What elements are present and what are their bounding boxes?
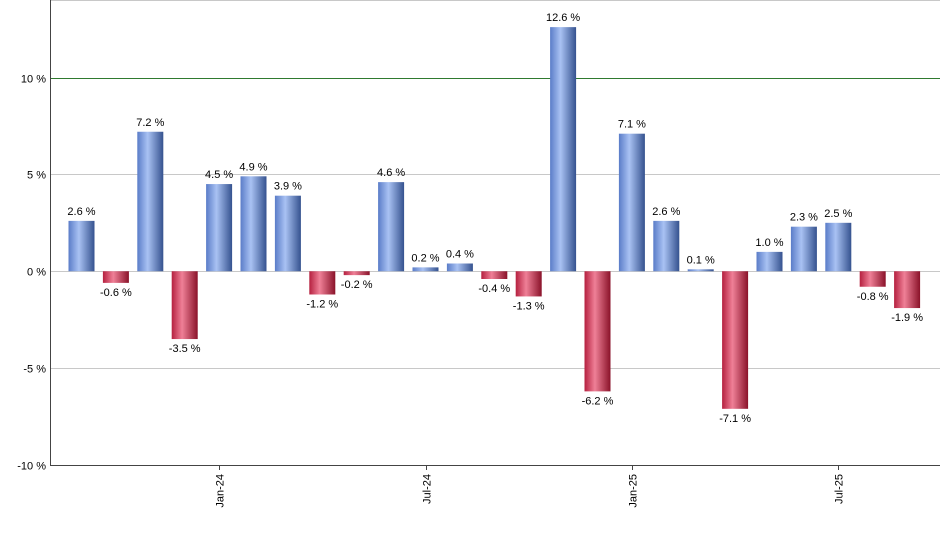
bar [790,226,817,272]
data-label: 3.9 % [274,181,302,193]
bar [859,271,886,287]
data-label: -0.8 % [857,291,889,303]
data-label: -3.5 % [169,343,201,355]
y-tick-label: -10 % [17,461,46,473]
data-label: -7.1 % [719,413,751,425]
data-label: 7.1 % [618,119,646,131]
bar [171,271,198,340]
data-label: 0.1 % [687,254,715,266]
bar [206,184,233,272]
data-label: -6.2 % [582,395,614,407]
data-label: 2.5 % [824,208,852,220]
data-label: 1.0 % [755,237,783,249]
bar [618,133,645,272]
data-label: -0.2 % [341,279,373,291]
data-label: 12.6 % [546,12,580,24]
bar [274,195,301,272]
data-label: -0.6 % [100,287,132,299]
data-label: 2.6 % [652,206,680,218]
x-tick-label: Jul-25 [834,474,846,504]
bar [825,222,852,272]
axes: -10 % -5 % 0 % 5 % 10 % Jan-24 Jul-24 Jan-25 Jul… [17,0,940,508]
bar [515,271,542,297]
data-label: 4.6 % [377,167,405,179]
bar [102,271,129,283]
bar [137,131,164,272]
bar [240,176,267,272]
bar [550,27,577,272]
data-label: 4.9 % [239,161,267,173]
bar [687,269,714,272]
data-label: 7.2 % [136,117,164,129]
bar [343,271,370,276]
data-labels: 2.6 % -0.6 % 7.2 % -3.5 % 4.5 % 4.9 % 3.9 % -1.… [67,12,923,425]
y-tick-label: 10 % [21,74,46,86]
x-tick-label: Jan-24 [215,474,227,508]
bar [412,267,439,272]
data-label: -0.4 % [478,283,510,295]
y-tick-label: 0 % [27,267,46,279]
bar [722,271,749,409]
bar [378,182,405,272]
bar [894,271,921,309]
y-tick-label: -5 % [23,364,46,376]
data-label: -1.9 % [891,312,923,324]
data-label: -1.2 % [306,299,338,311]
data-label: 0.2 % [411,252,439,264]
bar [653,220,680,272]
bar [756,251,783,272]
data-label: -1.3 % [513,300,545,312]
x-tick-label: Jan-25 [628,474,640,508]
data-label: 4.5 % [205,169,233,181]
data-label: 0.4 % [446,249,474,261]
bar [309,271,336,295]
bar [446,263,473,272]
bars [68,27,921,409]
x-tick-label: Jul-24 [422,474,434,504]
bar [481,271,508,279]
data-label: 2.6 % [67,206,95,218]
bar [584,271,611,392]
y-tick-label: 5 % [27,170,46,182]
data-label: 2.3 % [790,212,818,224]
bar [68,220,95,272]
grid-lines [50,0,940,369]
